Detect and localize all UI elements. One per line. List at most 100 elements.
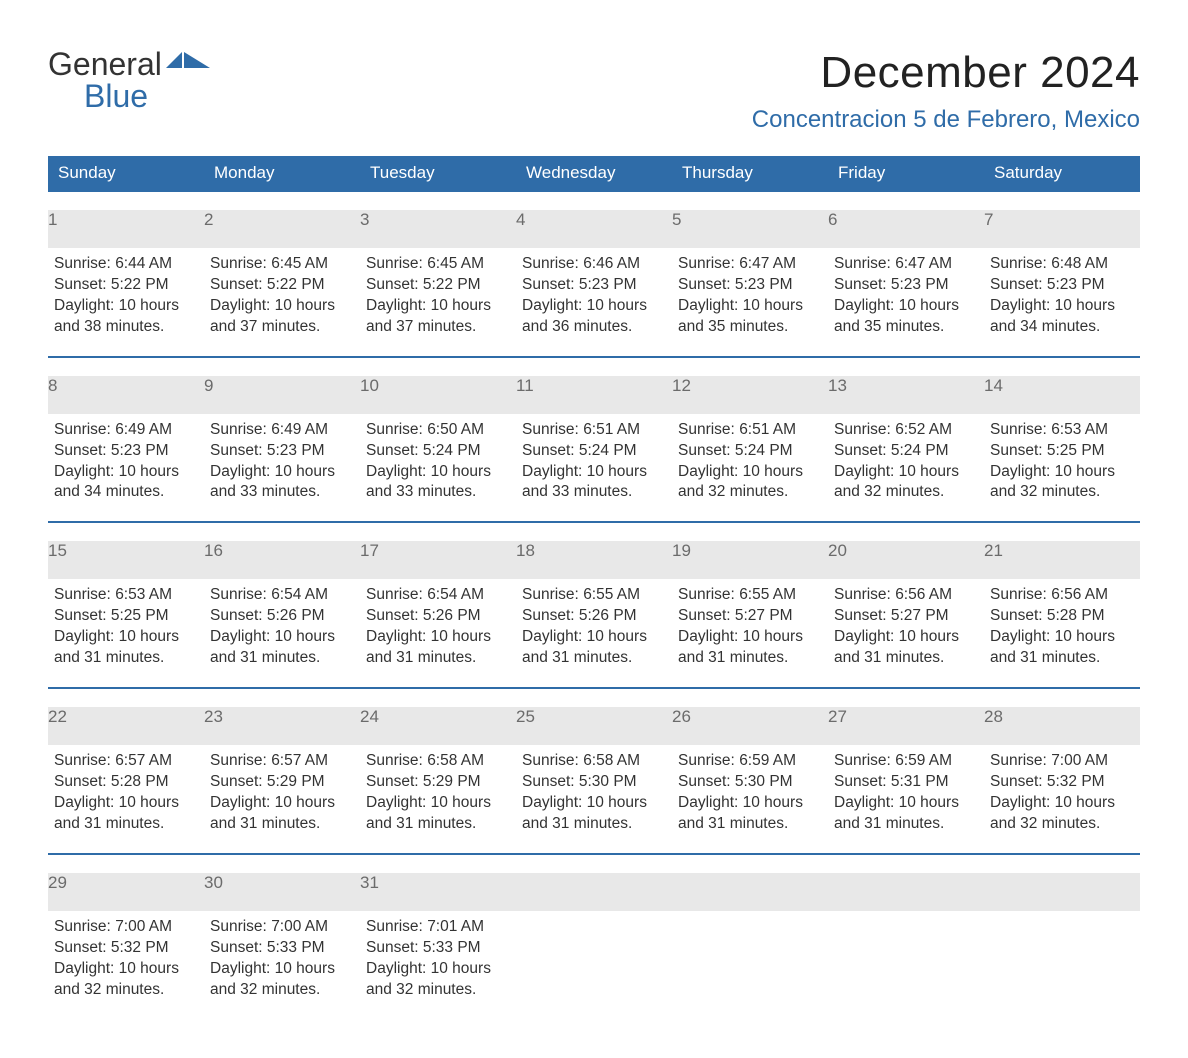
- week-row: Sunrise: 6:44 AMSunset: 5:22 PMDaylight:…: [48, 248, 1140, 357]
- sunrise-value: 6:57 AM: [115, 752, 172, 769]
- daylight-line: Daylight: 10 hours and 36 minutes.: [522, 296, 666, 338]
- daylight-label: Daylight:: [834, 628, 894, 645]
- calendar-cell: Sunrise: 6:47 AMSunset: 5:23 PMDaylight:…: [828, 248, 984, 357]
- sunset-label: Sunset:: [990, 276, 1043, 293]
- sunset-line: Sunset: 5:26 PM: [366, 606, 510, 627]
- sunrise-line: Sunrise: 6:57 AM: [210, 751, 354, 772]
- sunset-label: Sunset:: [678, 773, 731, 790]
- sunrise-label: Sunrise:: [210, 918, 267, 935]
- cell-body: Sunrise: 6:56 AMSunset: 5:27 PMDaylight:…: [828, 579, 984, 669]
- cell-body: Sunrise: 7:00 AMSunset: 5:32 PMDaylight:…: [48, 911, 204, 1001]
- sunset-value: 5:33 PM: [423, 939, 481, 956]
- daylight-line: Daylight: 10 hours and 32 minutes.: [678, 462, 822, 504]
- brand-logo: General Blue: [48, 48, 210, 112]
- sunrise-line: Sunrise: 6:54 AM: [366, 585, 510, 606]
- day-number: 11: [516, 376, 672, 414]
- calendar-cell: Sunrise: 6:56 AMSunset: 5:27 PMDaylight:…: [828, 579, 984, 688]
- day-number: [984, 873, 1140, 911]
- daylight-label: Daylight:: [54, 794, 114, 811]
- sunset-label: Sunset:: [678, 607, 731, 624]
- calendar-cell: Sunrise: 6:47 AMSunset: 5:23 PMDaylight:…: [672, 248, 828, 357]
- day-number: 20: [828, 541, 984, 579]
- sunrise-value: 6:55 AM: [583, 586, 640, 603]
- calendar-cell: Sunrise: 6:54 AMSunset: 5:26 PMDaylight:…: [360, 579, 516, 688]
- daylight-line: Daylight: 10 hours and 34 minutes.: [54, 462, 198, 504]
- sunset-value: 5:26 PM: [423, 607, 481, 624]
- sunset-line: Sunset: 5:28 PM: [990, 606, 1134, 627]
- sunset-label: Sunset:: [834, 607, 887, 624]
- daylight-line: Daylight: 10 hours and 31 minutes.: [834, 627, 978, 669]
- daylight-label: Daylight:: [54, 960, 114, 977]
- location-subtitle: Concentracion 5 de Febrero, Mexico: [752, 106, 1140, 134]
- day-number: 17: [360, 541, 516, 579]
- cell-body: Sunrise: 6:49 AMSunset: 5:23 PMDaylight:…: [204, 414, 360, 504]
- sunrise-label: Sunrise:: [522, 421, 579, 438]
- sunset-label: Sunset:: [366, 773, 419, 790]
- sunset-value: 5:24 PM: [735, 442, 793, 459]
- sunrise-value: 6:58 AM: [583, 752, 640, 769]
- day-number: 8: [48, 376, 204, 414]
- daylight-label: Daylight:: [990, 463, 1050, 480]
- sunset-line: Sunset: 5:22 PM: [366, 275, 510, 296]
- cell-body: Sunrise: 6:51 AMSunset: 5:24 PMDaylight:…: [516, 414, 672, 504]
- sunset-line: Sunset: 5:33 PM: [366, 938, 510, 959]
- day-number: 13: [828, 376, 984, 414]
- cell-body: Sunrise: 6:44 AMSunset: 5:22 PMDaylight:…: [48, 248, 204, 338]
- sunset-line: Sunset: 5:25 PM: [990, 441, 1134, 462]
- sunrise-label: Sunrise:: [54, 421, 111, 438]
- sunset-label: Sunset:: [54, 607, 107, 624]
- calendar-cell: Sunrise: 7:00 AMSunset: 5:33 PMDaylight:…: [204, 911, 360, 1019]
- sunset-line: Sunset: 5:23 PM: [210, 441, 354, 462]
- sunrise-value: 6:59 AM: [895, 752, 952, 769]
- daylight-label: Daylight:: [834, 463, 894, 480]
- sunrise-line: Sunrise: 7:01 AM: [366, 917, 510, 938]
- week-row: Sunrise: 6:53 AMSunset: 5:25 PMDaylight:…: [48, 579, 1140, 688]
- calendar-cell: Sunrise: 6:57 AMSunset: 5:28 PMDaylight:…: [48, 745, 204, 854]
- sunrise-line: Sunrise: 6:53 AM: [54, 585, 198, 606]
- sunset-label: Sunset:: [678, 276, 731, 293]
- sunrise-label: Sunrise:: [54, 918, 111, 935]
- day-number: 15: [48, 541, 204, 579]
- day-number: 5: [672, 210, 828, 248]
- sunrise-line: Sunrise: 7:00 AM: [210, 917, 354, 938]
- daylight-line: Daylight: 10 hours and 34 minutes.: [990, 296, 1134, 338]
- sunrise-label: Sunrise:: [834, 752, 891, 769]
- sunset-value: 5:26 PM: [579, 607, 637, 624]
- cell-body: Sunrise: 7:00 AMSunset: 5:33 PMDaylight:…: [204, 911, 360, 1001]
- calendar-cell: Sunrise: 7:00 AMSunset: 5:32 PMDaylight:…: [984, 745, 1140, 854]
- weekday-header: Saturday: [984, 156, 1140, 191]
- calendar-cell: Sunrise: 6:58 AMSunset: 5:30 PMDaylight:…: [516, 745, 672, 854]
- daylight-label: Daylight:: [522, 794, 582, 811]
- calendar-cell: Sunrise: 6:45 AMSunset: 5:22 PMDaylight:…: [360, 248, 516, 357]
- calendar-cell: [672, 911, 828, 1019]
- calendar-cell: Sunrise: 6:59 AMSunset: 5:30 PMDaylight:…: [672, 745, 828, 854]
- sunrise-label: Sunrise:: [678, 752, 735, 769]
- sunrise-line: Sunrise: 6:45 AM: [366, 254, 510, 275]
- daylight-line: Daylight: 10 hours and 37 minutes.: [210, 296, 354, 338]
- calendar-cell: Sunrise: 6:51 AMSunset: 5:24 PMDaylight:…: [672, 414, 828, 523]
- daylight-label: Daylight:: [678, 297, 738, 314]
- daylight-label: Daylight:: [990, 794, 1050, 811]
- sunrise-line: Sunrise: 6:56 AM: [990, 585, 1134, 606]
- daynum-row: 15161718192021: [48, 541, 1140, 579]
- sunrise-line: Sunrise: 7:00 AM: [990, 751, 1134, 772]
- sunrise-line: Sunrise: 6:55 AM: [522, 585, 666, 606]
- cell-body: Sunrise: 6:57 AMSunset: 5:29 PMDaylight:…: [204, 745, 360, 835]
- sunrise-line: Sunrise: 6:58 AM: [366, 751, 510, 772]
- page-title: December 2024: [752, 48, 1140, 98]
- week-separator: [48, 357, 1140, 376]
- daylight-line: Daylight: 10 hours and 33 minutes.: [366, 462, 510, 504]
- sunrise-line: Sunrise: 6:50 AM: [366, 420, 510, 441]
- sunset-value: 5:32 PM: [1047, 773, 1105, 790]
- daylight-label: Daylight:: [522, 628, 582, 645]
- sunset-label: Sunset:: [210, 773, 263, 790]
- week-row: Sunrise: 7:00 AMSunset: 5:32 PMDaylight:…: [48, 911, 1140, 1019]
- daylight-line: Daylight: 10 hours and 37 minutes.: [366, 296, 510, 338]
- cell-body: Sunrise: 6:53 AMSunset: 5:25 PMDaylight:…: [48, 579, 204, 669]
- sunrise-line: Sunrise: 6:53 AM: [990, 420, 1134, 441]
- sunrise-label: Sunrise:: [678, 421, 735, 438]
- sunrise-value: 6:53 AM: [1051, 421, 1108, 438]
- cell-body: Sunrise: 6:56 AMSunset: 5:28 PMDaylight:…: [984, 579, 1140, 669]
- cell-body: Sunrise: 6:55 AMSunset: 5:26 PMDaylight:…: [516, 579, 672, 669]
- weekday-header: Wednesday: [516, 156, 672, 191]
